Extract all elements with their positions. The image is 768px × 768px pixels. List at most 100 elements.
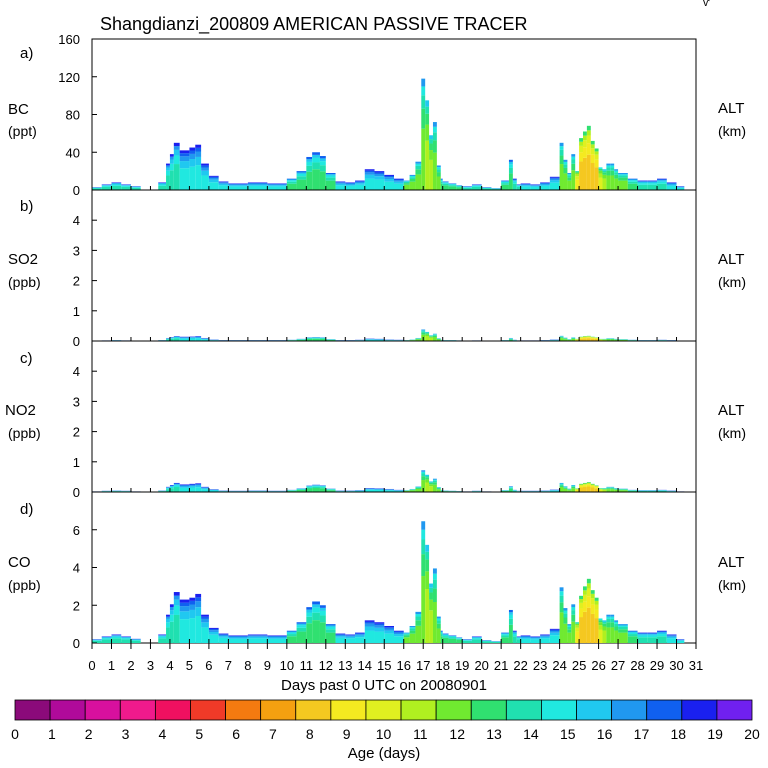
tracer-segment — [575, 339, 580, 341]
tracer-segment — [228, 183, 248, 185]
tracer-segment — [355, 634, 365, 636]
tracer-bar — [374, 338, 385, 341]
tracer-bar — [92, 639, 102, 643]
tracer-segment — [355, 180, 365, 182]
tracer-segment — [586, 143, 591, 155]
tracer-segment — [429, 337, 433, 341]
tracer-segment — [421, 473, 426, 477]
tracer-segment — [306, 156, 313, 160]
tracer-segment — [364, 178, 375, 190]
tracer-segment — [582, 131, 587, 136]
tracer-segment — [582, 484, 587, 486]
tracer-segment — [228, 638, 248, 643]
y-tick-label: 40 — [66, 145, 80, 160]
tracer-segment — [559, 483, 564, 485]
tracer-segment — [345, 635, 356, 636]
y-tick-label: 6 — [73, 523, 80, 538]
x-tick-label: 7 — [225, 658, 232, 673]
tracer-segment — [384, 490, 394, 492]
panel-d-right-label: ALT — [718, 554, 744, 571]
tracer-bar — [590, 140, 595, 190]
tracer-segment — [208, 175, 219, 177]
tracer-segment — [637, 181, 648, 182]
tracer-bar — [637, 180, 648, 190]
tracer-bar — [602, 338, 607, 341]
tracer-segment — [618, 489, 628, 491]
tracer-segment — [436, 487, 441, 489]
tracer-segment — [429, 583, 433, 588]
tracer-bar — [166, 337, 170, 341]
tracer-segment — [440, 180, 443, 182]
tracer-segment — [218, 634, 229, 637]
tracer-segment — [218, 182, 229, 184]
tracer-segment — [442, 634, 449, 635]
tracer-segment — [201, 339, 209, 341]
tracer-segment — [195, 151, 202, 157]
tracer-bar — [306, 337, 313, 341]
tracer-segment — [425, 106, 430, 114]
tracer-segment — [508, 159, 513, 162]
tracer-segment — [179, 611, 190, 620]
tracer-segment — [179, 606, 190, 612]
tracer-bar — [618, 488, 628, 492]
tracer-bar — [92, 187, 102, 190]
tracer-segment — [158, 183, 167, 185]
tracer-segment — [540, 185, 550, 190]
tracer-bar — [218, 181, 229, 190]
tracer-segment — [512, 179, 517, 181]
tracer-segment — [421, 521, 426, 530]
tracer-segment — [121, 637, 131, 639]
tracer-segment — [429, 481, 433, 483]
tracer-segment — [512, 180, 517, 182]
tracer-segment — [571, 339, 576, 341]
tracer-segment — [421, 331, 426, 333]
tracer-segment — [374, 176, 385, 180]
tracer-bar — [425, 331, 430, 341]
tracer-segment — [579, 599, 583, 603]
tracer-segment — [429, 592, 433, 600]
tracer-segment — [345, 184, 356, 186]
tracer-segment — [169, 156, 174, 160]
tracer-bar — [201, 614, 209, 643]
tracer-bar — [540, 182, 550, 190]
tracer-segment — [508, 338, 513, 340]
tracer-segment — [166, 489, 170, 492]
colorbar-tick-label: 10 — [376, 726, 392, 742]
tracer-bar — [540, 634, 550, 643]
tracer-bar — [364, 338, 375, 341]
tracer-segment — [201, 627, 209, 643]
tracer-segment — [394, 180, 404, 182]
tracer-segment — [516, 639, 521, 643]
tracer-segment — [586, 482, 591, 483]
tracer-segment — [189, 147, 196, 151]
panel-b-frame — [91, 189, 697, 342]
tracer-segment — [549, 178, 560, 181]
tracer-segment — [218, 183, 229, 186]
tracer-segment — [306, 486, 313, 488]
tracer-segment — [169, 159, 174, 164]
tracer-segment — [355, 181, 365, 182]
tracer-segment — [567, 629, 572, 633]
tracer-segment — [247, 182, 268, 184]
tracer-segment — [627, 183, 638, 190]
tracer-segment — [637, 635, 648, 638]
tracer-segment — [582, 590, 587, 595]
tracer-segment — [582, 594, 587, 602]
tracer-segment — [432, 478, 437, 480]
tracer-segment — [456, 639, 463, 643]
tracer-segment — [319, 622, 326, 643]
tracer-segment — [647, 632, 658, 634]
tracer-segment — [590, 598, 595, 605]
tracer-bar — [436, 165, 441, 190]
tracer-segment — [606, 616, 611, 619]
tracer-segment — [432, 579, 437, 589]
tracer-segment — [296, 173, 307, 177]
tracer-segment — [436, 488, 441, 490]
tracer-segment — [319, 607, 326, 611]
tracer-segment — [590, 590, 595, 594]
tracer-segment — [563, 487, 568, 489]
tracer-segment — [403, 183, 410, 185]
tracer-segment — [563, 608, 568, 611]
tracer-bar — [598, 488, 603, 492]
tracer-segment — [384, 181, 394, 190]
